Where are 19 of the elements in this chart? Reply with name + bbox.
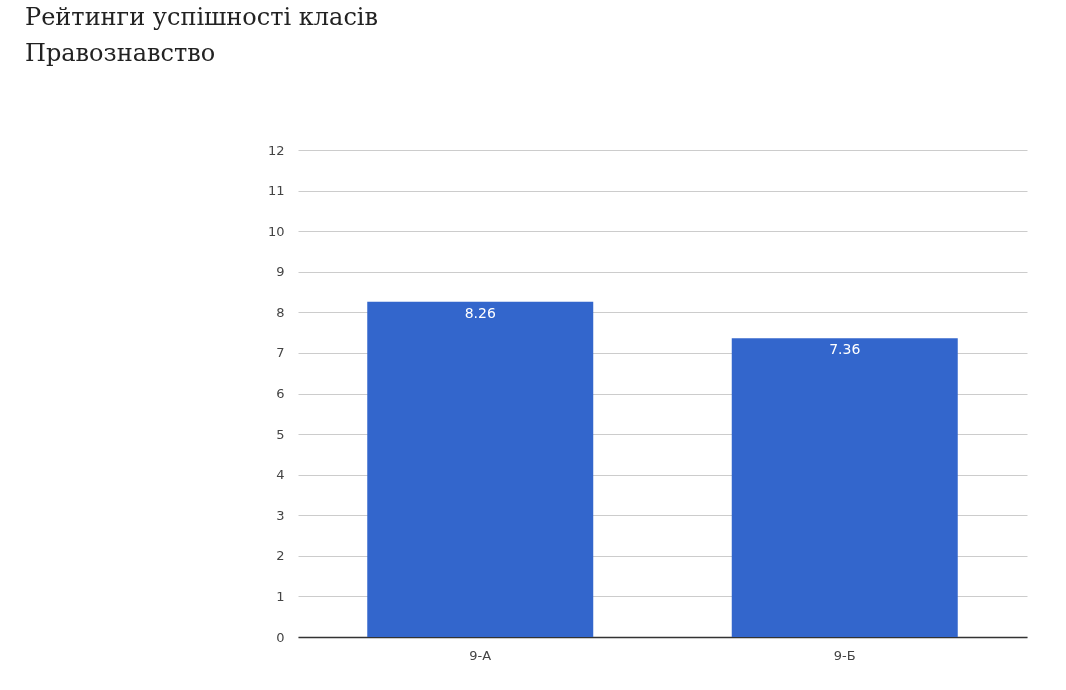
- y-tick-label: 11: [267, 183, 285, 199]
- y-tick-label: 2: [276, 548, 285, 564]
- chart-subtitle: Правознавство: [25, 39, 216, 67]
- x-tick-label: 9-Б: [833, 647, 856, 663]
- data-label: 8.26: [464, 304, 496, 321]
- y-tick-label: 5: [276, 426, 285, 442]
- y-tick-label: 3: [276, 507, 285, 523]
- y-tick-label: 8: [276, 304, 285, 320]
- y-tick-label: 12: [267, 142, 285, 158]
- y-tick-label: 9: [276, 264, 285, 280]
- y-tick-label: 1: [276, 588, 285, 604]
- y-tick-label: 7: [276, 345, 285, 361]
- y-tick-label: 10: [267, 223, 285, 239]
- chart-title: Рейтинги успішності класів: [25, 3, 379, 31]
- data-label: 7.36: [829, 341, 861, 358]
- y-tick-label: 4: [276, 467, 285, 483]
- y-tick-label: 0: [276, 629, 285, 645]
- x-tick-label: 9-А: [469, 647, 492, 663]
- y-tick-label: 6: [276, 386, 285, 401]
